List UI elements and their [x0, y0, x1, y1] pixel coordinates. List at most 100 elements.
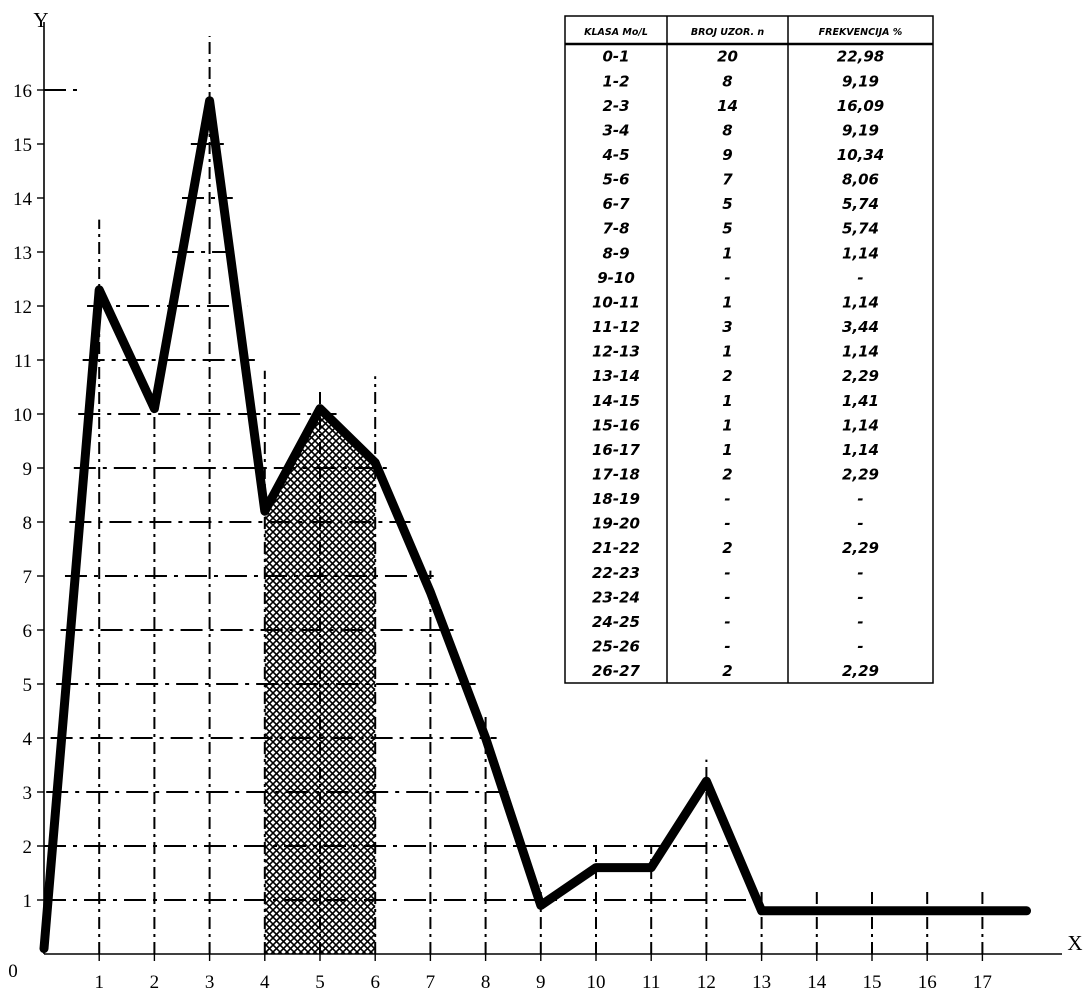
- y-tick-label-8: 8: [23, 513, 33, 534]
- table-cell-class: 11-12: [592, 318, 640, 336]
- y-tick-label-12: 12: [13, 297, 32, 318]
- y-tick-label-2: 2: [23, 837, 33, 858]
- x-axis-label: X: [1067, 931, 1082, 955]
- y-axis-label: Y: [33, 8, 48, 32]
- table-cell-class: 9-10: [597, 269, 635, 287]
- shaded-region-layer: [264, 408, 376, 955]
- table-cell-class: 4-5: [601, 146, 629, 164]
- table-cell-count: 1: [722, 293, 732, 311]
- data-point-7: [428, 590, 432, 594]
- data-point-18: [1025, 909, 1029, 913]
- data-point-3: [208, 99, 212, 103]
- table-cell-count: 1: [722, 392, 732, 410]
- table-cell-count: 7: [722, 171, 733, 189]
- table-cell-count: 2: [722, 466, 732, 484]
- data-point-16: [925, 909, 929, 913]
- table-cell-count: -: [724, 269, 730, 287]
- table-cell-class: 2-3: [602, 97, 629, 115]
- y-tick-label-6: 6: [23, 621, 33, 642]
- table-cell-frequency: 5,74: [842, 195, 879, 213]
- data-point-6: [373, 461, 377, 465]
- table-cell-frequency: 3,44: [842, 318, 879, 336]
- table-header-0: KLASA Mo/L: [584, 27, 648, 38]
- data-point-8: [484, 736, 488, 740]
- table-cell-count: 2: [722, 539, 732, 557]
- table-cell-frequency: 10,34: [837, 146, 884, 164]
- table-cell-frequency: 1,14: [842, 293, 879, 311]
- table-cell-class: 24-25: [592, 613, 640, 631]
- table-cell-class: 12-13: [592, 343, 640, 361]
- table-cell-count: 3: [722, 318, 732, 336]
- table-cell-frequency: -: [857, 613, 863, 631]
- table-cell-class: 22-23: [592, 564, 640, 582]
- y-tick-label-5: 5: [23, 675, 33, 696]
- x-tick-label-10: 10: [587, 972, 606, 993]
- table-cell-count: 5: [722, 195, 732, 213]
- table-cell-class: 6-7: [602, 195, 630, 213]
- y-tick-label-15: 15: [13, 135, 32, 156]
- y-tick-label-4: 4: [23, 729, 33, 750]
- table-frame: [564, 15, 934, 684]
- table-cell-count: 9: [722, 146, 732, 164]
- x-tick-label-4: 4: [260, 972, 270, 993]
- y-tick-label-9: 9: [23, 459, 33, 480]
- table-cell-class: 3-4: [602, 121, 629, 139]
- table-cell-class: 13-14: [592, 367, 640, 385]
- y-tick-label-7: 7: [23, 567, 33, 588]
- table-cell-count: 1: [722, 343, 732, 361]
- table-cell-frequency: 22,98: [837, 48, 884, 66]
- table-cell-frequency: 9,19: [842, 72, 879, 90]
- shaded-region: [264, 408, 376, 955]
- table-cell-frequency: -: [857, 588, 863, 606]
- y-tick-label-13: 13: [13, 243, 32, 264]
- table-cell-frequency: 1,14: [842, 244, 879, 262]
- table-cell-class: 14-15: [592, 392, 640, 410]
- table-cell-count: 1: [722, 244, 732, 262]
- table-cell-class: 16-17: [592, 441, 641, 459]
- x-tick-label-6: 6: [370, 972, 380, 993]
- x-tick-label-3: 3: [205, 972, 215, 993]
- table-cell-class: 19-20: [592, 515, 640, 533]
- table-cell-frequency: 2,29: [842, 367, 879, 385]
- table-cell-count: -: [724, 515, 730, 533]
- data-point-5: [318, 407, 322, 411]
- table-cell-frequency: 2,29: [842, 466, 879, 484]
- x-tick-label-15: 15: [863, 972, 882, 993]
- table-cell-count: -: [724, 638, 730, 656]
- axis-layer: [37, 22, 1062, 961]
- x-tick-label-2: 2: [150, 972, 160, 993]
- table-cell-count: 14: [717, 97, 738, 115]
- y-tick-label-14: 14: [13, 189, 33, 210]
- table-cell-frequency: -: [857, 269, 863, 287]
- table-cell-frequency: 5,74: [842, 220, 879, 238]
- table-cell-class: 26-27: [592, 662, 641, 680]
- table-cell-count: 20: [717, 48, 738, 66]
- table-header-1: BROJ UZOR. n: [691, 27, 765, 38]
- data-point-0: [42, 947, 46, 951]
- data-point-11: [649, 866, 653, 870]
- table-cell-class: 25-26: [592, 638, 640, 656]
- table-cell-frequency: -: [857, 490, 863, 508]
- data-point-2: [152, 407, 156, 411]
- data-point-1: [97, 288, 101, 292]
- table-cell-count: -: [724, 564, 730, 582]
- table-cell-count: 2: [722, 367, 732, 385]
- table-cell-count: 8: [722, 72, 732, 90]
- data-point-4: [263, 509, 267, 513]
- data-point-10: [594, 866, 598, 870]
- series-line-layer: [39, 96, 1032, 954]
- data-point-12: [704, 779, 708, 783]
- table-cell-frequency: 2,29: [842, 662, 879, 680]
- table-cell-class: 8-9: [602, 244, 629, 262]
- x-tick-label-11: 11: [642, 972, 660, 993]
- data-point-14: [815, 909, 819, 913]
- table-cell-class: 7-8: [602, 220, 629, 238]
- table-cell-frequency: 16,09: [837, 97, 884, 115]
- table-cell-class: 0-1: [602, 48, 629, 66]
- y-tick-label-16: 16: [13, 81, 32, 102]
- origin-label: 0: [8, 961, 18, 982]
- table-cell-count: 1: [722, 416, 732, 434]
- x-tick-label-13: 13: [752, 972, 771, 993]
